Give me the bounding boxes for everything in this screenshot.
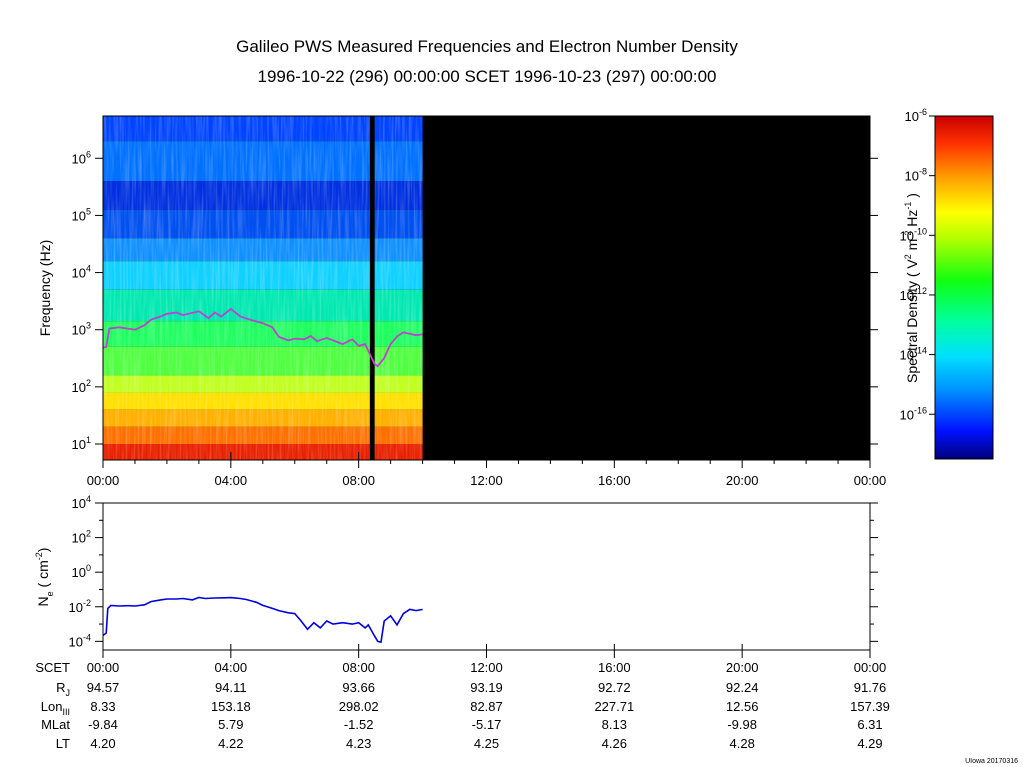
ephemeris-mlat-value: 5.79 [218, 717, 243, 732]
colorbar-tick-label: 10-10 [900, 226, 927, 243]
spec-x-tick-label: 00:00 [854, 473, 887, 488]
ephemeris-lon-value: 153.18 [211, 699, 251, 714]
ephemeris-lon-value: 82.87 [470, 699, 503, 714]
ephemeris-rj-value: 92.72 [598, 680, 631, 695]
ephemeris-scet-value: 16:00 [598, 660, 631, 675]
ephemeris-table: SCET RJ LonIII MLat LT 00:00 04:00 08:00 12… [35, 660, 890, 751]
spectrogram-data [103, 116, 423, 460]
colorbar-tick-label: 10-16 [900, 405, 927, 422]
ephemeris-lt-value: 4.28 [730, 736, 755, 751]
colorbar-tick-label: 10-12 [900, 286, 927, 303]
frequency-axis-label: Frequency (Hz) [37, 240, 53, 336]
dens-y-tick-label: 100 [72, 563, 91, 580]
ephemeris-mlat-value: 8.13 [602, 717, 627, 732]
spec-x-tick-label: 04:00 [215, 473, 248, 488]
ephemeris-lon-value: 157.39 [850, 699, 890, 714]
ephemeris-rj-value: 94.57 [87, 680, 120, 695]
colorbar-gradient [934, 115, 994, 460]
ephemeris-label-lon: LonIII [41, 699, 70, 717]
density-panel: 104 102 100 10-2 10-4 Ne ( cm-2) [34, 494, 878, 658]
spec-y-tick-label: 102 [72, 378, 91, 395]
spec-x-tick-label: 08:00 [342, 473, 375, 488]
ephemeris-scet-value: 04:00 [215, 660, 248, 675]
ephemeris-scet-value: 00:00 [854, 660, 887, 675]
ephemeris-lt-value: 4.26 [602, 736, 627, 751]
ephemeris-lon-value: 12.56 [726, 699, 759, 714]
ephemeris-lon-value: 8.33 [90, 699, 115, 714]
upper-hybrid-overlay-line [103, 307, 423, 368]
spectrogram-panel: 00:00 04:00 08:00 12:00 16:00 20:00 00:00 101 10… [37, 115, 887, 488]
colorbar-tick-label: 10-14 [900, 346, 927, 363]
density-axes: 104 102 100 10-2 10-4 [69, 494, 878, 658]
colorbar-tick-label: 10-8 [905, 167, 927, 184]
ephemeris-scet-value: 08:00 [342, 660, 375, 675]
chart-subtitle: 1996-10-22 (296) 00:00:00 SCET 1996-10-2… [257, 67, 716, 86]
ephemeris-lon-value: 298.02 [339, 699, 379, 714]
chart-title: Galileo PWS Measured Frequencies and Ele… [236, 37, 738, 56]
ephemeris-label-lt: LT [56, 736, 70, 751]
ephemeris-rj-value: 93.19 [470, 680, 503, 695]
spec-y-tick-label: 106 [72, 149, 91, 166]
ephemeris-scet-value: 20:00 [726, 660, 759, 675]
spec-x-tick-label: 16:00 [598, 473, 631, 488]
ephemeris-lt-value: 4.23 [346, 736, 371, 751]
spec-x-tick-label: 12:00 [470, 473, 503, 488]
spec-y-tick-label: 104 [72, 264, 91, 281]
ephemeris-label-mlat: MLat [41, 717, 70, 732]
density-axis-label: Ne ( cm-2) [34, 548, 55, 607]
ephemeris-rj-value: 92.24 [726, 680, 759, 695]
spec-y-tick-label: 105 [72, 206, 91, 223]
dens-y-tick-label: 10-4 [69, 632, 91, 649]
ephemeris-mlat-value: -5.17 [472, 717, 502, 732]
ephemeris-scet-value: 00:00 [87, 660, 120, 675]
ephemeris-lon-value: 227.71 [594, 699, 634, 714]
spectrogram-data-gap [369, 116, 375, 460]
ephemeris-mlat-value: -1.52 [344, 717, 374, 732]
spec-x-tick-label: 20:00 [726, 473, 759, 488]
spec-y-tick-label: 103 [72, 321, 91, 338]
dens-y-tick-label: 102 [72, 529, 91, 546]
colorbar-label: Spectral Density ( V2 m-2 Hz-1 ) [903, 193, 920, 383]
ephemeris-label-rj: RJ [56, 680, 70, 698]
ephemeris-lt-value: 4.20 [90, 736, 115, 751]
credit-label: UIowa 20170316 [965, 758, 1018, 765]
spectrogram-axes: 00:00 04:00 08:00 12:00 16:00 20:00 00:00 101 10… [72, 115, 887, 488]
ephemeris-lt-value: 4.29 [857, 736, 882, 751]
ephemeris-mlat-value: -9.84 [88, 717, 118, 732]
dens-y-tick-label: 104 [72, 494, 91, 511]
ephemeris-lt-value: 4.25 [474, 736, 499, 751]
colorbar: Spectral Density ( V2 m-2 Hz-1 ) 10-6 10-… [900, 107, 994, 460]
dens-y-tick-label: 10-2 [69, 598, 91, 615]
colorbar-tick-label: 10-6 [905, 107, 927, 124]
ephemeris-rj-value: 93.66 [342, 680, 375, 695]
electron-density-series-line [102, 596, 423, 644]
ephemeris-lt-value: 4.22 [218, 736, 243, 751]
ephemeris-mlat-value: -9.98 [727, 717, 757, 732]
spec-y-tick-label: 101 [72, 435, 91, 452]
ephemeris-rj-value: 91.76 [854, 680, 887, 695]
ephemeris-rj-value: 94.11 [215, 680, 247, 695]
density-plot-frame [102, 502, 871, 651]
ephemeris-scet-value: 12:00 [470, 660, 503, 675]
ephemeris-mlat-value: 6.31 [857, 717, 882, 732]
spectrogram-texture [103, 116, 423, 460]
spec-x-tick-label: 00:00 [87, 473, 120, 488]
ephemeris-label-scet: SCET [35, 660, 70, 675]
